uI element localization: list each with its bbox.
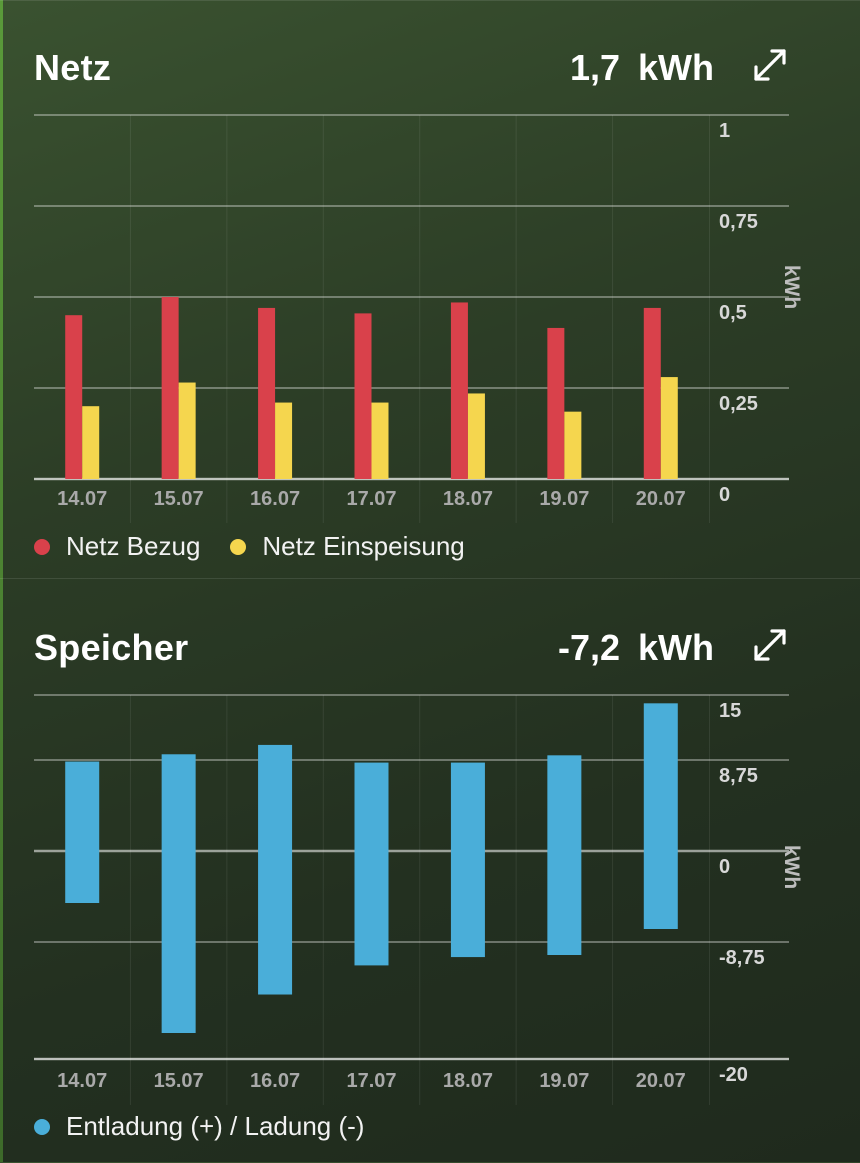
netz-title: Netz: [34, 47, 112, 88]
speicher-x-tick-label: 19.07: [539, 1070, 589, 1092]
netz-bar-bezug: [643, 307, 661, 479]
netz-card: Netz 1,7 kWh 0 0,25 0,5 0,75 1 kWh 14.07 15.07 16…: [0, 0, 860, 579]
speicher-bar-speicher: [354, 762, 389, 966]
expand-icon[interactable]: [750, 625, 790, 665]
speicher-x-tick-label: 17.07: [346, 1070, 396, 1092]
legend-label-netz-bezug: Netz Bezug: [66, 531, 201, 561]
speicher-total-value: -7,2: [557, 627, 620, 668]
netz-x-tick-label: 18.07: [443, 488, 493, 510]
speicher-bar-speicher: [450, 762, 485, 958]
netz-y-tick-label: 0,75: [719, 211, 758, 233]
speicher-chart: 15 8,75 0 -8,75 -20 kWh 14.07 15.07 16.07 17.07 18…: [34, 694, 803, 1105]
legend-item-netz-bezug: Netz Bezug: [34, 531, 200, 562]
speicher-x-tick-label: 18.07: [443, 1070, 493, 1092]
netz-bar-einspeisung: [275, 402, 293, 479]
netz-bar-bezug: [258, 307, 276, 479]
speicher-y-axis-label: kWh: [780, 845, 803, 889]
netz-total-unit: kWh: [638, 47, 714, 88]
speicher-x-tick-label: 15.07: [154, 1070, 204, 1092]
speicher-y-tick-label: -8,75: [719, 947, 765, 969]
speicher-x-tick-label: 20.07: [636, 1070, 686, 1092]
speicher-bar-speicher: [547, 755, 582, 955]
legend-dot-netz-einspeisung: [230, 538, 247, 555]
netz-x-tick-label: 20.07: [636, 488, 686, 510]
expand-icon[interactable]: [750, 45, 790, 85]
speicher-y-tick-label: 8,75: [719, 765, 758, 787]
legend-item-netz-einspeisung: Netz Einspeisung: [230, 531, 465, 562]
speicher-y-tick-label: 0: [719, 856, 730, 878]
netz-bar-einspeisung: [178, 382, 196, 479]
netz-bar-einspeisung: [467, 393, 485, 479]
netz-x-tick-label: 17.07: [346, 488, 396, 510]
netz-x-tick-label: 19.07: [539, 488, 589, 510]
netz-total-value: 1,7: [569, 47, 620, 88]
netz-bar-bezug: [65, 315, 83, 479]
netz-y-tick-label: 0: [719, 484, 730, 506]
netz-bar-bezug: [450, 302, 468, 479]
netz-bar-bezug: [547, 327, 565, 479]
speicher-total: -7,2 kWh: [558, 627, 714, 669]
netz-y-tick-label: 1: [719, 120, 730, 142]
netz-chart: 0 0,25 0,5 0,75 1 kWh 14.07 15.07 16.07 17.07 18.0…: [34, 114, 803, 523]
speicher-bar-speicher: [161, 754, 196, 1033]
netz-bar-bezug: [354, 313, 372, 479]
speicher-y-tick-label: -20: [719, 1064, 748, 1086]
speicher-x-tick-label: 16.07: [250, 1070, 300, 1092]
netz-total: 1,7 kWh: [570, 47, 714, 89]
netz-y-axis-label: kWh: [780, 265, 803, 309]
netz-bar-einspeisung: [564, 411, 582, 479]
netz-bar-bezug: [161, 297, 179, 479]
speicher-bar-speicher: [643, 703, 678, 929]
netz-y-tick-label: 0,25: [719, 393, 758, 415]
speicher-x-tick-label: 14.07: [57, 1070, 107, 1092]
legend-dot-speicher: [34, 1118, 50, 1135]
legend-label-speicher: Entladung (+) / Ladung (-): [66, 1111, 365, 1141]
speicher-y-tick-label: 15: [719, 700, 741, 722]
netz-bar-einspeisung: [660, 377, 678, 479]
left-accent-strip: [0, 0, 3, 1162]
speicher-card: Speicher -7,2 kWh 15 8,75 0 -8,75 -20 kWh 14.07…: [0, 578, 860, 1163]
netz-bar-einspeisung: [371, 402, 389, 479]
netz-x-tick-label: 16.07: [250, 488, 300, 510]
speicher-title: Speicher: [34, 627, 189, 668]
netz-bar-einspeisung: [82, 406, 100, 479]
netz-legend: Netz Bezug Netz Einspeisung: [34, 531, 495, 562]
legend-dot-netz-bezug: [34, 538, 50, 555]
speicher-bar-speicher: [65, 761, 100, 903]
legend-item-speicher: Entladung (+) / Ladung (-): [34, 1111, 364, 1142]
netz-x-tick-label: 15.07: [154, 488, 204, 510]
netz-y-tick-label: 0,5: [719, 302, 747, 324]
netz-x-tick-label: 14.07: [57, 488, 107, 510]
speicher-bar-speicher: [258, 744, 293, 995]
legend-label-netz-einspeisung: Netz Einspeisung: [262, 531, 465, 561]
speicher-total-unit: kWh: [638, 627, 714, 668]
speicher-legend: Entladung (+) / Ladung (-): [34, 1111, 394, 1142]
